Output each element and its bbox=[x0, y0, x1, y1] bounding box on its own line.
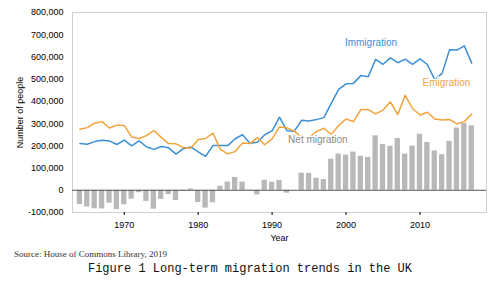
svg-text:600,000: 600,000 bbox=[31, 52, 64, 62]
svg-text:300,000: 300,000 bbox=[31, 118, 64, 128]
svg-text:Number of people: Number of people bbox=[15, 77, 25, 149]
svg-text:2010: 2010 bbox=[410, 220, 430, 230]
svg-text:1990: 1990 bbox=[262, 220, 282, 230]
svg-text:800,000: 800,000 bbox=[31, 7, 64, 17]
svg-text:2000: 2000 bbox=[336, 220, 356, 230]
svg-text:1980: 1980 bbox=[188, 220, 208, 230]
html-text:Figure 1 Long-term migration t: Figure 1 Long-term migration trends in t… bbox=[88, 262, 412, 276]
svg-text:700,000: 700,000 bbox=[31, 30, 64, 40]
svg-text:200,000: 200,000 bbox=[31, 141, 64, 151]
svg-text:1970: 1970 bbox=[114, 220, 134, 230]
svg-text:100,000: 100,000 bbox=[31, 163, 64, 173]
svg-text:-100,000: -100,000 bbox=[28, 207, 64, 217]
svg-text:Year: Year bbox=[270, 233, 288, 243]
svg-text:0: 0 bbox=[58, 185, 63, 195]
svg-text:500,000: 500,000 bbox=[31, 74, 64, 84]
svg-text:400,000: 400,000 bbox=[31, 96, 64, 106]
svg-text:Immigration: Immigration bbox=[345, 37, 397, 48]
svg-text:Net migration: Net migration bbox=[288, 134, 347, 145]
html-text:Source: House of Commons Libra: Source: House of Commons Library, 2019 bbox=[14, 249, 167, 259]
svg-text:Emigration: Emigration bbox=[423, 77, 471, 88]
